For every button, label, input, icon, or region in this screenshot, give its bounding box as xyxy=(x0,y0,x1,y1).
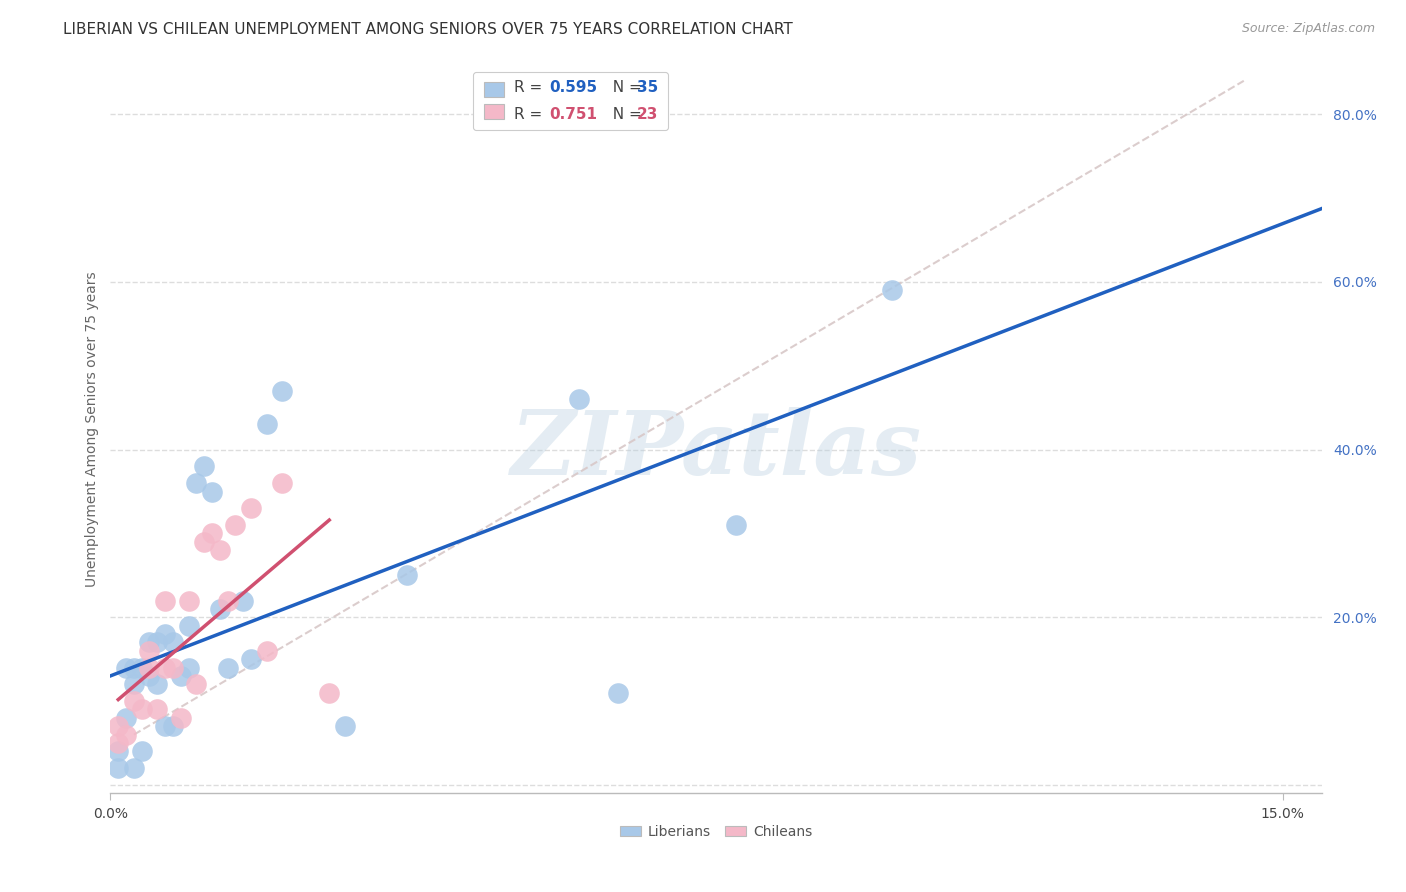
Point xyxy=(177,593,200,607)
Legend: Liberians, Chileans: Liberians, Chileans xyxy=(614,820,818,845)
Text: R =: R = xyxy=(515,107,547,122)
Point xyxy=(240,652,263,666)
Point xyxy=(880,284,903,298)
Point xyxy=(256,417,278,432)
Text: N =: N = xyxy=(603,80,647,95)
Point xyxy=(122,694,145,708)
Text: 23: 23 xyxy=(637,107,658,122)
Point xyxy=(146,677,169,691)
Point xyxy=(201,526,224,541)
Point xyxy=(131,660,153,674)
Point xyxy=(170,711,193,725)
Point xyxy=(217,593,239,607)
Text: N =: N = xyxy=(603,107,647,122)
Text: 0.595: 0.595 xyxy=(550,80,598,95)
Point xyxy=(122,761,145,775)
Point xyxy=(115,728,138,742)
Point xyxy=(271,384,294,398)
Text: Source: ZipAtlas.com: Source: ZipAtlas.com xyxy=(1241,22,1375,36)
Point xyxy=(115,660,138,674)
Point xyxy=(217,660,239,674)
Text: R =: R = xyxy=(515,80,547,95)
Point xyxy=(153,719,176,733)
Point xyxy=(162,635,184,649)
Point xyxy=(146,635,169,649)
Point xyxy=(170,669,193,683)
Point xyxy=(271,476,294,491)
Point xyxy=(107,744,129,758)
Point xyxy=(138,660,160,674)
Point xyxy=(724,518,747,533)
Point xyxy=(122,660,145,674)
Point xyxy=(318,686,340,700)
Point xyxy=(177,618,200,632)
Point xyxy=(201,484,224,499)
Point xyxy=(193,459,215,474)
Point xyxy=(186,677,208,691)
Point xyxy=(193,534,215,549)
Point xyxy=(153,627,176,641)
Point xyxy=(131,744,153,758)
Point xyxy=(107,719,129,733)
Point xyxy=(146,702,169,716)
Point xyxy=(138,644,160,658)
Point xyxy=(107,761,129,775)
Point xyxy=(256,644,278,658)
Point xyxy=(224,518,246,533)
Point xyxy=(186,476,208,491)
Point xyxy=(138,669,160,683)
Point xyxy=(115,711,138,725)
Point xyxy=(107,736,129,750)
Point xyxy=(138,635,160,649)
Point xyxy=(122,677,145,691)
Point xyxy=(208,543,231,558)
Text: 35: 35 xyxy=(637,80,658,95)
Point xyxy=(240,501,263,516)
Text: ZIPatlas: ZIPatlas xyxy=(510,408,922,494)
Point xyxy=(177,660,200,674)
Point xyxy=(162,660,184,674)
Point xyxy=(131,702,153,716)
Point xyxy=(232,593,254,607)
Point xyxy=(208,602,231,616)
Text: 0.751: 0.751 xyxy=(550,107,598,122)
Point xyxy=(153,593,176,607)
Point xyxy=(162,719,184,733)
Text: LIBERIAN VS CHILEAN UNEMPLOYMENT AMONG SENIORS OVER 75 YEARS CORRELATION CHART: LIBERIAN VS CHILEAN UNEMPLOYMENT AMONG S… xyxy=(63,22,793,37)
Point xyxy=(333,719,356,733)
Point xyxy=(153,660,176,674)
Point xyxy=(568,392,591,407)
Point xyxy=(396,568,419,582)
Y-axis label: Unemployment Among Seniors over 75 years: Unemployment Among Seniors over 75 years xyxy=(86,271,100,587)
Point xyxy=(607,686,630,700)
